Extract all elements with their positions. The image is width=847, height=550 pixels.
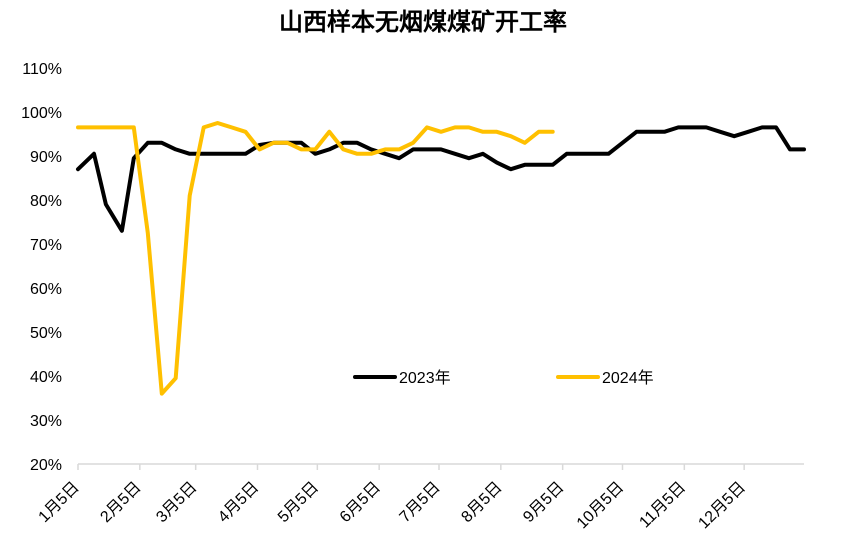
y-tick-label: 100%: [21, 105, 62, 122]
series-group: [76, 121, 806, 396]
y-axis-ticks: 20% 30% 40% 50% 60% 70% 80% 90% 100% 110%: [21, 61, 62, 474]
chart-title: 山西样本无烟煤煤矿开工率: [279, 8, 567, 36]
y-tick-label: 20%: [30, 457, 62, 474]
x-tick-label: 5月5日: [275, 479, 322, 526]
x-tick-label: 10月5日: [574, 479, 628, 533]
x-axis-ticks: 1月5日 2月5日 3月5日 4月5日 5月5日 6月5日 7月5日 8月5日 9月5日 10月5…: [36, 464, 749, 532]
y-tick-label: 50%: [30, 325, 62, 342]
x-tick-label: 12月5日: [695, 479, 749, 533]
y-tick-label: 70%: [30, 237, 62, 254]
x-tick-label: 3月5日: [153, 479, 200, 526]
legend-label: 2024年: [602, 369, 654, 387]
y-tick-label: 30%: [30, 413, 62, 430]
legend-label: 2023年: [399, 369, 451, 387]
legend: 2023年 2024年: [353, 369, 654, 387]
x-tick-label: 1月5日: [36, 479, 83, 526]
x-tick-label: 4月5日: [215, 479, 262, 526]
x-tick-label: 9月5日: [520, 479, 567, 526]
x-tick-label: 8月5日: [458, 479, 505, 526]
y-tick-label: 60%: [30, 281, 62, 298]
y-tick-label: 80%: [30, 193, 62, 210]
x-tick-label: 7月5日: [397, 479, 444, 526]
series-line-2024年: [76, 121, 555, 396]
y-tick-label: 40%: [30, 369, 62, 386]
x-tick-label: 2月5日: [97, 479, 144, 526]
y-tick-label: 110%: [22, 61, 62, 78]
y-tick-label: 90%: [30, 149, 62, 166]
x-tick-label: 11月5日: [636, 479, 689, 532]
x-tick-label: 6月5日: [337, 479, 384, 526]
